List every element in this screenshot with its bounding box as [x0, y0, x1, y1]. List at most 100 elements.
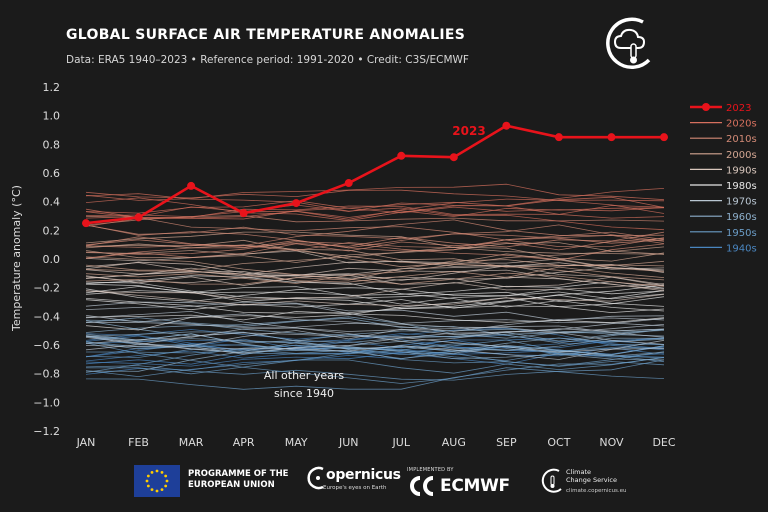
c3s-line-2: Change Service [566, 476, 617, 484]
copernicus-tagline: Europe's eyes on Earth [323, 485, 387, 491]
year-line-1960s [85, 331, 665, 344]
y-tick-label: 0.0 [43, 253, 61, 266]
year-line-1960s [85, 319, 665, 338]
year-line-1990s [85, 290, 665, 306]
ecmwf-logo-icon [410, 476, 434, 496]
year-line-2020s [85, 198, 665, 220]
year-line-2020s [85, 183, 665, 201]
cloud-thermometer-icon [606, 17, 651, 69]
y-tick-label: 0.6 [43, 167, 61, 180]
year-line-1980s [85, 297, 665, 331]
ecmwf-wordmark: ECMWF [440, 476, 510, 496]
year-line-1950s [85, 342, 665, 384]
series-2023-point [82, 219, 90, 228]
year-line-1970s [85, 321, 665, 333]
y-tick-label: −0.8 [33, 368, 60, 381]
year-line-1970s [85, 337, 665, 360]
x-tick-label: JUN [338, 436, 359, 449]
year-line-1970s [85, 332, 665, 353]
year-line-1950s [85, 359, 665, 381]
series-2023-point [660, 133, 668, 142]
year-line-1960s [85, 342, 665, 372]
chart-title: GLOBAL SURFACE AIR TEMPERATURE ANOMALIES [66, 27, 466, 43]
year-line-1950s [85, 339, 664, 375]
x-tick-label: NOV [599, 436, 624, 449]
series-2023-point [239, 209, 248, 218]
x-tick-label: JAN [76, 436, 96, 449]
year-line-2010s [85, 231, 665, 251]
legend-label-1970s: 1970s [726, 197, 757, 208]
copernicus-logo-icon [307, 466, 324, 490]
c3s-label: Climate Change Service [566, 468, 617, 484]
x-tick-label: SEP [496, 436, 517, 449]
other-years-annotation: All other years since 1940 [264, 369, 344, 400]
legend-label-1990s: 1990s [726, 165, 757, 176]
c3s-line-1: Climate [566, 468, 592, 476]
year-line-1960s [85, 337, 665, 355]
legend-label-1940s: 1940s [726, 243, 757, 254]
c3s-url: climate.copernicus.eu [566, 488, 627, 494]
legend-label-1980s: 1980s [726, 181, 757, 192]
y-tick-label: 1.0 [43, 110, 61, 123]
year-line-2010s [85, 231, 665, 248]
year-line-1970s [85, 301, 665, 327]
y-axis-label: Temperature anomaly (°C) [10, 185, 23, 332]
series-2023-point [292, 199, 301, 208]
year-line-2020s [85, 207, 665, 219]
y-tick-label: 1.2 [43, 81, 61, 94]
year-line-1970s [85, 328, 665, 347]
x-tick-label: AUG [442, 436, 466, 449]
legend-label-1960s: 1960s [726, 212, 757, 223]
year-line-2010s [85, 224, 665, 242]
year-line-1990s [85, 282, 665, 300]
year-line-1950s [85, 335, 665, 363]
x-tick-label: APR [233, 436, 255, 449]
year-line-2010s [85, 215, 665, 248]
y-tick-label: −1.2 [33, 425, 60, 438]
year-line-1970s [85, 310, 665, 342]
legend-label-2010s: 2010s [726, 134, 757, 145]
legend-label-2000s: 2000s [726, 150, 757, 161]
year-line-1990s [85, 262, 665, 286]
legend-label-2020s: 2020s [726, 119, 757, 130]
series-2023-point [344, 179, 353, 188]
eu-line-1: PROGRAMME OF THE [188, 469, 289, 479]
year-line-1980s [85, 281, 665, 309]
year-line-2020s [85, 189, 665, 214]
legend-label-2023: 2023 [726, 103, 751, 114]
x-tick-label: MAY [285, 436, 308, 449]
c3s-logo-icon [541, 468, 562, 493]
copernicus-wordmark: opernicus [326, 467, 401, 483]
eu-flag-icon [134, 465, 180, 497]
year-line-2020s [85, 196, 665, 227]
legend-label-1950s: 1950s [726, 228, 757, 239]
series-2023-point [397, 151, 406, 160]
year-line-2000s [85, 243, 665, 268]
x-tick-label: DEC [652, 436, 675, 449]
series-2023-point [607, 133, 616, 142]
eu-programme-label: PROGRAMME OF THE EUROPEAN UNION [188, 469, 289, 491]
x-tick-label: FEB [128, 436, 149, 449]
eu-line-2: EUROPEAN UNION [188, 480, 275, 490]
year-line-1970s [85, 313, 665, 332]
series-2023-point [187, 181, 196, 190]
year-line-1980s [85, 286, 665, 303]
implemented-by-label: IMPLEMENTED BY [407, 467, 454, 473]
y-tick-label: 0.8 [43, 138, 61, 151]
y-tick-label: −1.0 [33, 396, 60, 409]
year-line-1980s [85, 284, 665, 311]
legend-marker-2023 [702, 103, 710, 111]
year-line-1940s [85, 347, 665, 375]
series-2023-point [502, 121, 511, 130]
series-2023-point [134, 213, 143, 222]
y-tick-label: 0.2 [43, 224, 61, 237]
footer: PROGRAMME OF THE EUROPEAN UNION opernicu… [0, 455, 768, 512]
year-line-2000s [85, 246, 665, 284]
year-line-2000s [85, 256, 665, 287]
y-tick-label: −0.6 [33, 339, 60, 352]
y-tick-label: 0.4 [43, 196, 61, 209]
year-2023-label: 2023 [452, 124, 485, 138]
year-line-1960s [85, 317, 665, 344]
year-line-1940s [85, 337, 665, 367]
year-line-2020s [85, 193, 665, 231]
